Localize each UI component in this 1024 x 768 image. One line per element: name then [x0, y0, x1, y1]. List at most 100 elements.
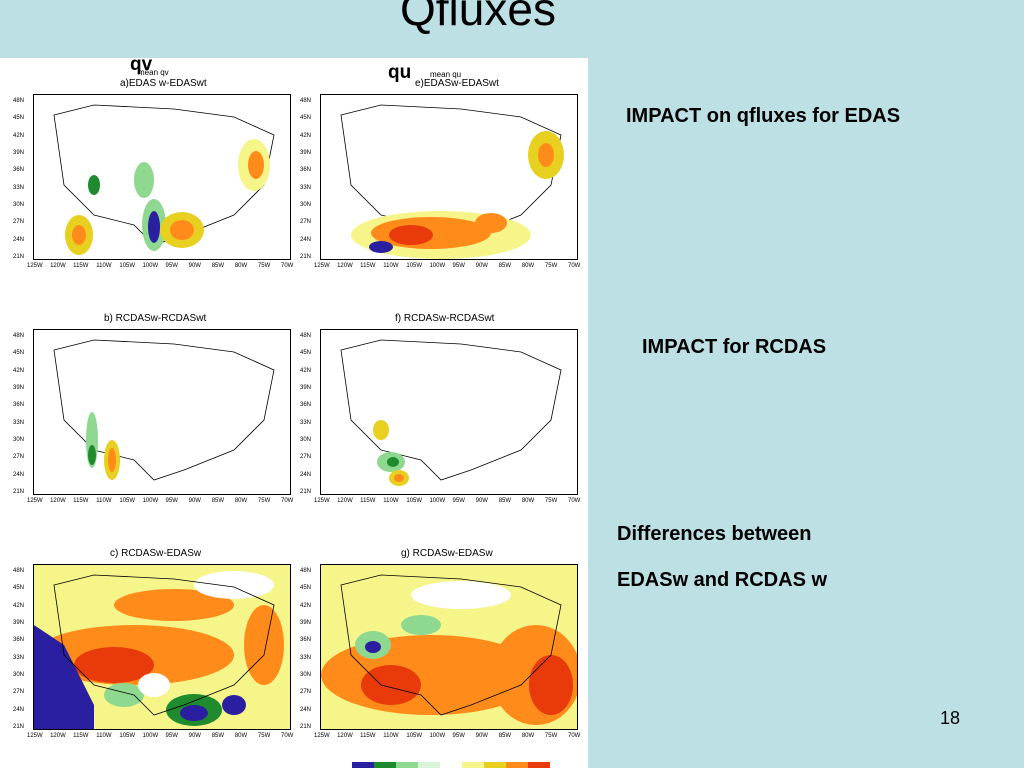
lat-tick-label: 24N: [300, 706, 312, 713]
map-f: [320, 329, 578, 495]
lon-tick-label: 110W: [96, 733, 112, 739]
lat-tick-label: 36N: [13, 167, 25, 174]
panel-e-title: e)EDASw-EDASwt: [415, 78, 499, 89]
lon-tick-label: 80W: [234, 733, 248, 739]
map-c: [33, 564, 291, 730]
panel-g: g) RCDASw-EDASw 48N 45N 42N 39N 36N 33N 30N 27N…: [295, 548, 588, 748]
lon-tick-label: 80W: [234, 263, 248, 269]
lon-tick-label: 115W: [360, 498, 376, 504]
panel-a: a)EDAS w-EDASwt 48N 45N 42N 39N 36N 33N 30N 27N…: [0, 78, 295, 278]
lat-tick-label: 42N: [13, 602, 25, 609]
lat-tick-label: 24N: [13, 706, 25, 713]
lon-tick-label: 85W: [498, 498, 512, 504]
colorbar-swatch: [506, 762, 528, 768]
colorbar-swatch: [440, 762, 462, 768]
lon-tick-label: 70W: [568, 733, 581, 739]
lon-tick-label: 70W: [568, 263, 581, 269]
lon-tick-label: 125W: [314, 263, 330, 269]
colorbar-swatch: [484, 762, 506, 768]
lat-tick-label: 42N: [13, 132, 25, 139]
lon-tick-label: 70W: [281, 498, 294, 504]
lat-tick-label: 39N: [300, 385, 312, 391]
lat-tick-label: 36N: [300, 167, 312, 174]
lon-tick-label: 120W: [337, 263, 353, 269]
lon-tick-label: 120W: [50, 263, 66, 269]
lon-tick-label: 110W: [383, 263, 399, 269]
qv-label: qv: [130, 54, 153, 75]
colorbar-swatch: [462, 762, 484, 768]
lon-tick-label: 90W: [188, 498, 201, 504]
lat-tick-label: 42N: [13, 367, 25, 374]
lat-tick-label: 21N: [13, 724, 25, 730]
lon-tick-label: 115W: [360, 263, 376, 269]
lon-tick-label: 120W: [50, 733, 66, 739]
lat-tick-label: 48N: [300, 333, 312, 339]
contour-map-e: [340, 104, 564, 259]
lat-tick-label: 30N: [300, 672, 312, 678]
lon-tick-label: 85W: [498, 733, 512, 739]
lat-tick-label: 39N: [13, 150, 25, 156]
lat-tick-label: 33N: [13, 654, 25, 661]
lat-tick-label: 48N: [300, 98, 312, 104]
lat-tick-label: 45N: [300, 350, 312, 357]
lon-tick-label: 105W: [119, 733, 136, 739]
lon-tick-label: 105W: [119, 498, 136, 504]
lat-tick-label: 21N: [13, 489, 25, 495]
mean-qu-label: mean qu: [430, 70, 462, 79]
colorbar-swatch: [396, 762, 418, 768]
lat-tick-label: 21N: [300, 724, 312, 730]
lat-tick-label: 33N: [300, 654, 312, 661]
lat-tick-label: 24N: [13, 471, 25, 478]
colorbar-swatch: [352, 762, 374, 768]
lon-tick-label: 80W: [234, 498, 248, 504]
lon-tick-label: 85W: [211, 498, 225, 504]
lat-tick-label: 48N: [13, 568, 25, 574]
lon-tick-label: 80W: [521, 498, 535, 504]
lon-tick-label: 105W: [406, 263, 423, 269]
lat-tick-label: 48N: [13, 333, 25, 339]
lon-tick-label: 100W: [429, 498, 446, 504]
panel-f: f) RCDASw-RCDASwt 48N 45N 42N 39N 36N 33N 30N 2…: [295, 313, 588, 513]
panel-a-title: a)EDAS w-EDASwt: [120, 78, 207, 89]
lon-tick-label: 110W: [383, 733, 399, 739]
lon-tick-label: 115W: [73, 498, 89, 504]
contour-map-b: [53, 339, 275, 481]
lon-tick-label: 125W: [27, 498, 43, 504]
lon-tick-label: 125W: [27, 263, 43, 269]
colorbar-swatch: [528, 762, 550, 768]
contour-map-f: [340, 339, 562, 486]
lat-tick-label: 42N: [300, 602, 312, 609]
map-a: [33, 94, 291, 260]
lat-tick-label: 33N: [300, 184, 312, 191]
lon-tick-label: 125W: [314, 733, 330, 739]
lat-tick-label: 21N: [300, 254, 312, 260]
lon-tick-label: 95W: [452, 733, 465, 739]
contour-map-a: [53, 104, 275, 255]
map-e: [320, 94, 578, 260]
lon-tick-label: 90W: [475, 733, 488, 739]
lon-tick-label: 80W: [521, 263, 535, 269]
lon-tick-label: 95W: [165, 733, 178, 739]
lat-tick-label: 39N: [13, 620, 25, 626]
panel-f-title: f) RCDASw-RCDASwt: [395, 313, 495, 324]
lon-tick-label: 105W: [406, 498, 423, 504]
lon-tick-label: 120W: [337, 498, 353, 504]
lat-tick-label: 48N: [13, 98, 25, 104]
lat-tick-label: 45N: [13, 115, 25, 122]
lon-tick-label: 100W: [142, 498, 159, 504]
lat-tick-label: 27N: [300, 219, 312, 226]
lon-tick-label: 75W: [257, 498, 271, 504]
lat-tick-label: 39N: [300, 620, 312, 626]
contour-map-c: [34, 565, 290, 729]
lat-tick-label: 36N: [300, 637, 312, 644]
lat-tick-label: 36N: [13, 637, 25, 644]
figure-panel-grid: qv mean qv qu mean qu a)EDAS w-EDASwt 48…: [0, 54, 588, 768]
lat-tick-label: 33N: [13, 184, 25, 191]
lat-tick-label: 27N: [13, 689, 25, 696]
lat-tick-label: 45N: [13, 585, 25, 592]
lon-tick-label: 105W: [406, 733, 423, 739]
lon-tick-label: 100W: [142, 263, 159, 269]
lon-tick-label: 75W: [544, 263, 558, 269]
colorbar-swatch: [374, 762, 396, 768]
mean-qv-label: mean qv: [138, 68, 169, 77]
